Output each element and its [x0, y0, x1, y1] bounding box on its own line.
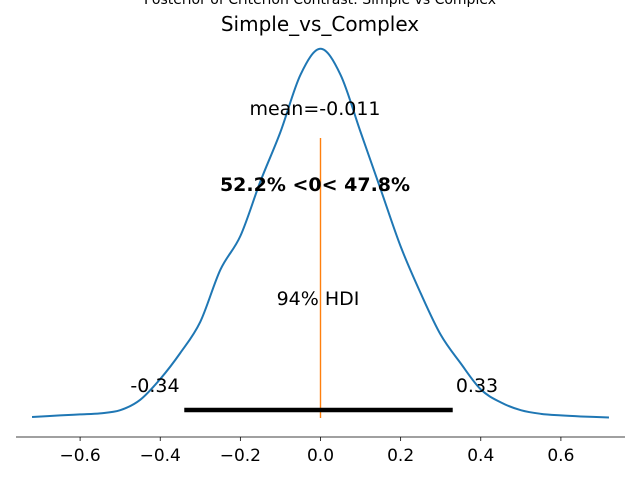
- hdi-high-label: 0.33: [456, 375, 498, 397]
- x-tick-label: 0.6: [547, 446, 574, 466]
- x-tick-label: 0.0: [307, 446, 334, 466]
- density-curve: [31, 47, 610, 419]
- x-tick-label: 0.4: [467, 446, 494, 466]
- x-tick-label: −0.2: [220, 446, 261, 466]
- chart-title: Simple_vs_Complex: [221, 12, 419, 36]
- hdi-low-label: -0.34: [130, 375, 179, 397]
- x-tick-label: 0.2: [387, 446, 414, 466]
- x-tick-label: −0.4: [140, 446, 181, 466]
- hdi-label: 94% HDI: [277, 288, 360, 310]
- x-tick-label: −0.6: [59, 446, 100, 466]
- chart-suptitle: Posterior of Criterion Contrast: Simple …: [144, 0, 496, 8]
- mean-label: mean=-0.011: [249, 98, 380, 120]
- x-axis-ticks: −0.6 −0.4 −0.2 0.0 0.2 0.4 0.6: [59, 437, 574, 466]
- reference-percentage-label: 52.2% <0< 47.8%: [220, 174, 410, 196]
